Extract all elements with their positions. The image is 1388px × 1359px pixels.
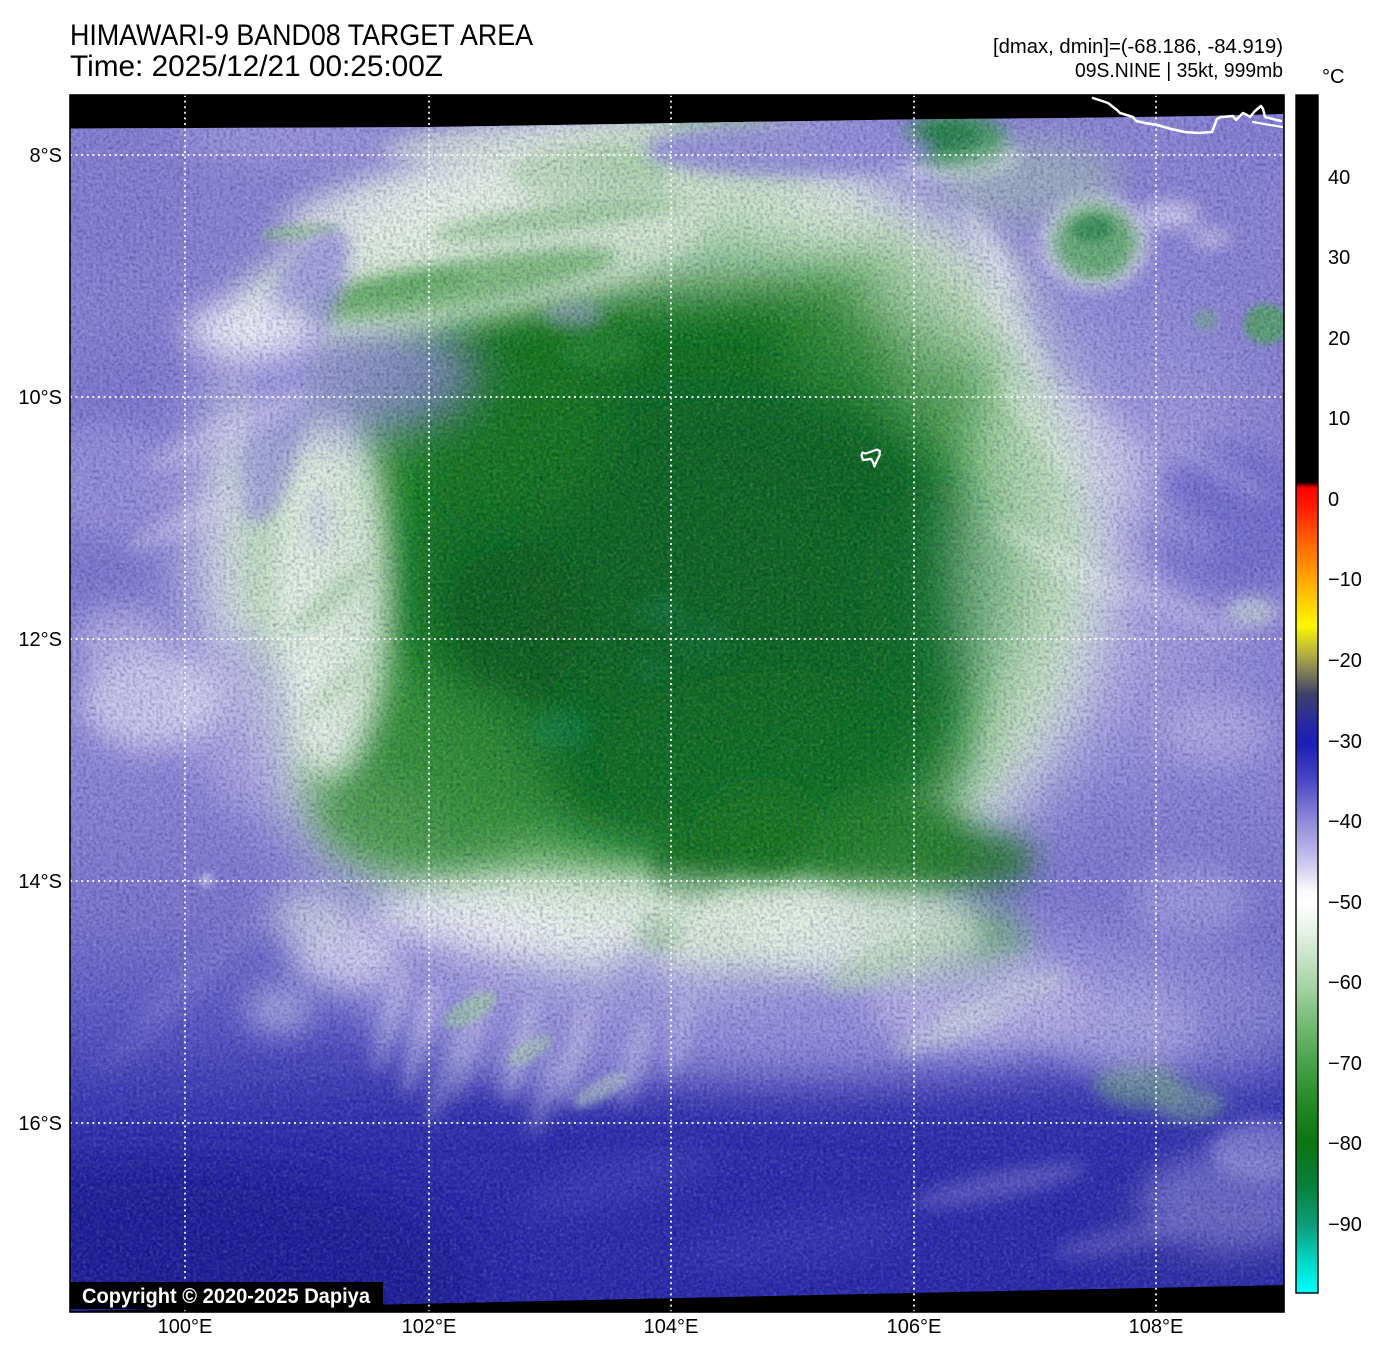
svg-text:Time: 2025/12/21 00:25:00Z: Time: 2025/12/21 00:25:00Z — [70, 50, 443, 83]
svg-text:−30: −30 — [1328, 731, 1362, 753]
svg-text:−20: −20 — [1328, 650, 1362, 672]
svg-text:[dmax, dmin]=(-68.186, -84.919: [dmax, dmin]=(-68.186, -84.919) — [993, 35, 1283, 58]
svg-text:106°E: 106°E — [887, 1316, 942, 1338]
svg-text:102°E: 102°E — [402, 1316, 457, 1338]
svg-text:Copyright © 2020-2025 Dapiya: Copyright © 2020-2025 Dapiya — [82, 1285, 370, 1308]
svg-text:12°S: 12°S — [18, 629, 62, 651]
svg-text:40: 40 — [1328, 167, 1350, 189]
svg-text:20: 20 — [1328, 328, 1350, 350]
svg-text:16°S: 16°S — [18, 1113, 62, 1135]
svg-text:8°S: 8°S — [30, 145, 62, 167]
svg-text:100°E: 100°E — [158, 1316, 213, 1338]
svg-text:09S.NINE | 35kt, 999mb: 09S.NINE | 35kt, 999mb — [1075, 59, 1283, 82]
svg-text:14°S: 14°S — [18, 871, 62, 893]
svg-text:−90: −90 — [1328, 1214, 1362, 1236]
svg-text:10°S: 10°S — [18, 387, 62, 409]
svg-text:−10: −10 — [1328, 569, 1362, 591]
svg-text:−60: −60 — [1328, 972, 1362, 994]
svg-text:−50: −50 — [1328, 892, 1362, 914]
svg-text:°C: °C — [1322, 66, 1344, 88]
svg-text:104°E: 104°E — [644, 1316, 699, 1338]
svg-text:10: 10 — [1328, 408, 1350, 430]
svg-text:108°E: 108°E — [1129, 1316, 1184, 1338]
svg-text:30: 30 — [1328, 247, 1350, 269]
svg-text:HIMAWARI-9 BAND08 TARGET AREA: HIMAWARI-9 BAND08 TARGET AREA — [70, 19, 533, 52]
svg-text:0: 0 — [1328, 489, 1339, 511]
svg-text:−40: −40 — [1328, 811, 1362, 833]
svg-text:−80: −80 — [1328, 1133, 1362, 1155]
svg-text:−70: −70 — [1328, 1053, 1362, 1075]
